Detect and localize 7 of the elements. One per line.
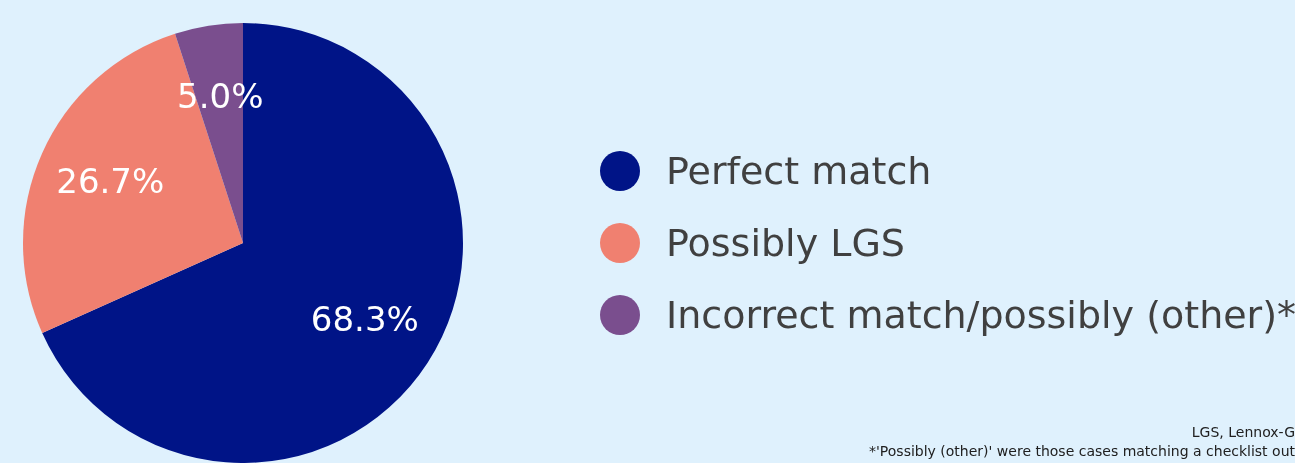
- legend-label: Possibly LGS: [666, 221, 905, 265]
- text: *'Possibly (other)' were those cases matching a checklist out: [869, 442, 1295, 461]
- legend-label: Perfect match: [666, 149, 932, 193]
- data-label: 68.3%: [310, 298, 419, 339]
- data-label: 26.7%: [56, 160, 165, 201]
- text: LGS, Lennox-G: [1190, 423, 1295, 442]
- legend-label: Incorrect match/possibly (other)*: [666, 293, 1295, 337]
